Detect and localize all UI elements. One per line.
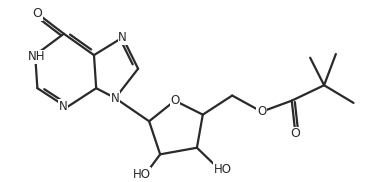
- Text: NH: NH: [28, 50, 46, 64]
- Text: O: O: [291, 127, 300, 140]
- Text: O: O: [257, 105, 266, 118]
- Text: N: N: [59, 100, 67, 113]
- Text: HO: HO: [214, 163, 232, 176]
- Text: N: N: [118, 31, 127, 44]
- Text: N: N: [111, 92, 120, 105]
- Text: O: O: [170, 94, 179, 107]
- Text: HO: HO: [133, 168, 151, 181]
- Text: O: O: [32, 7, 42, 20]
